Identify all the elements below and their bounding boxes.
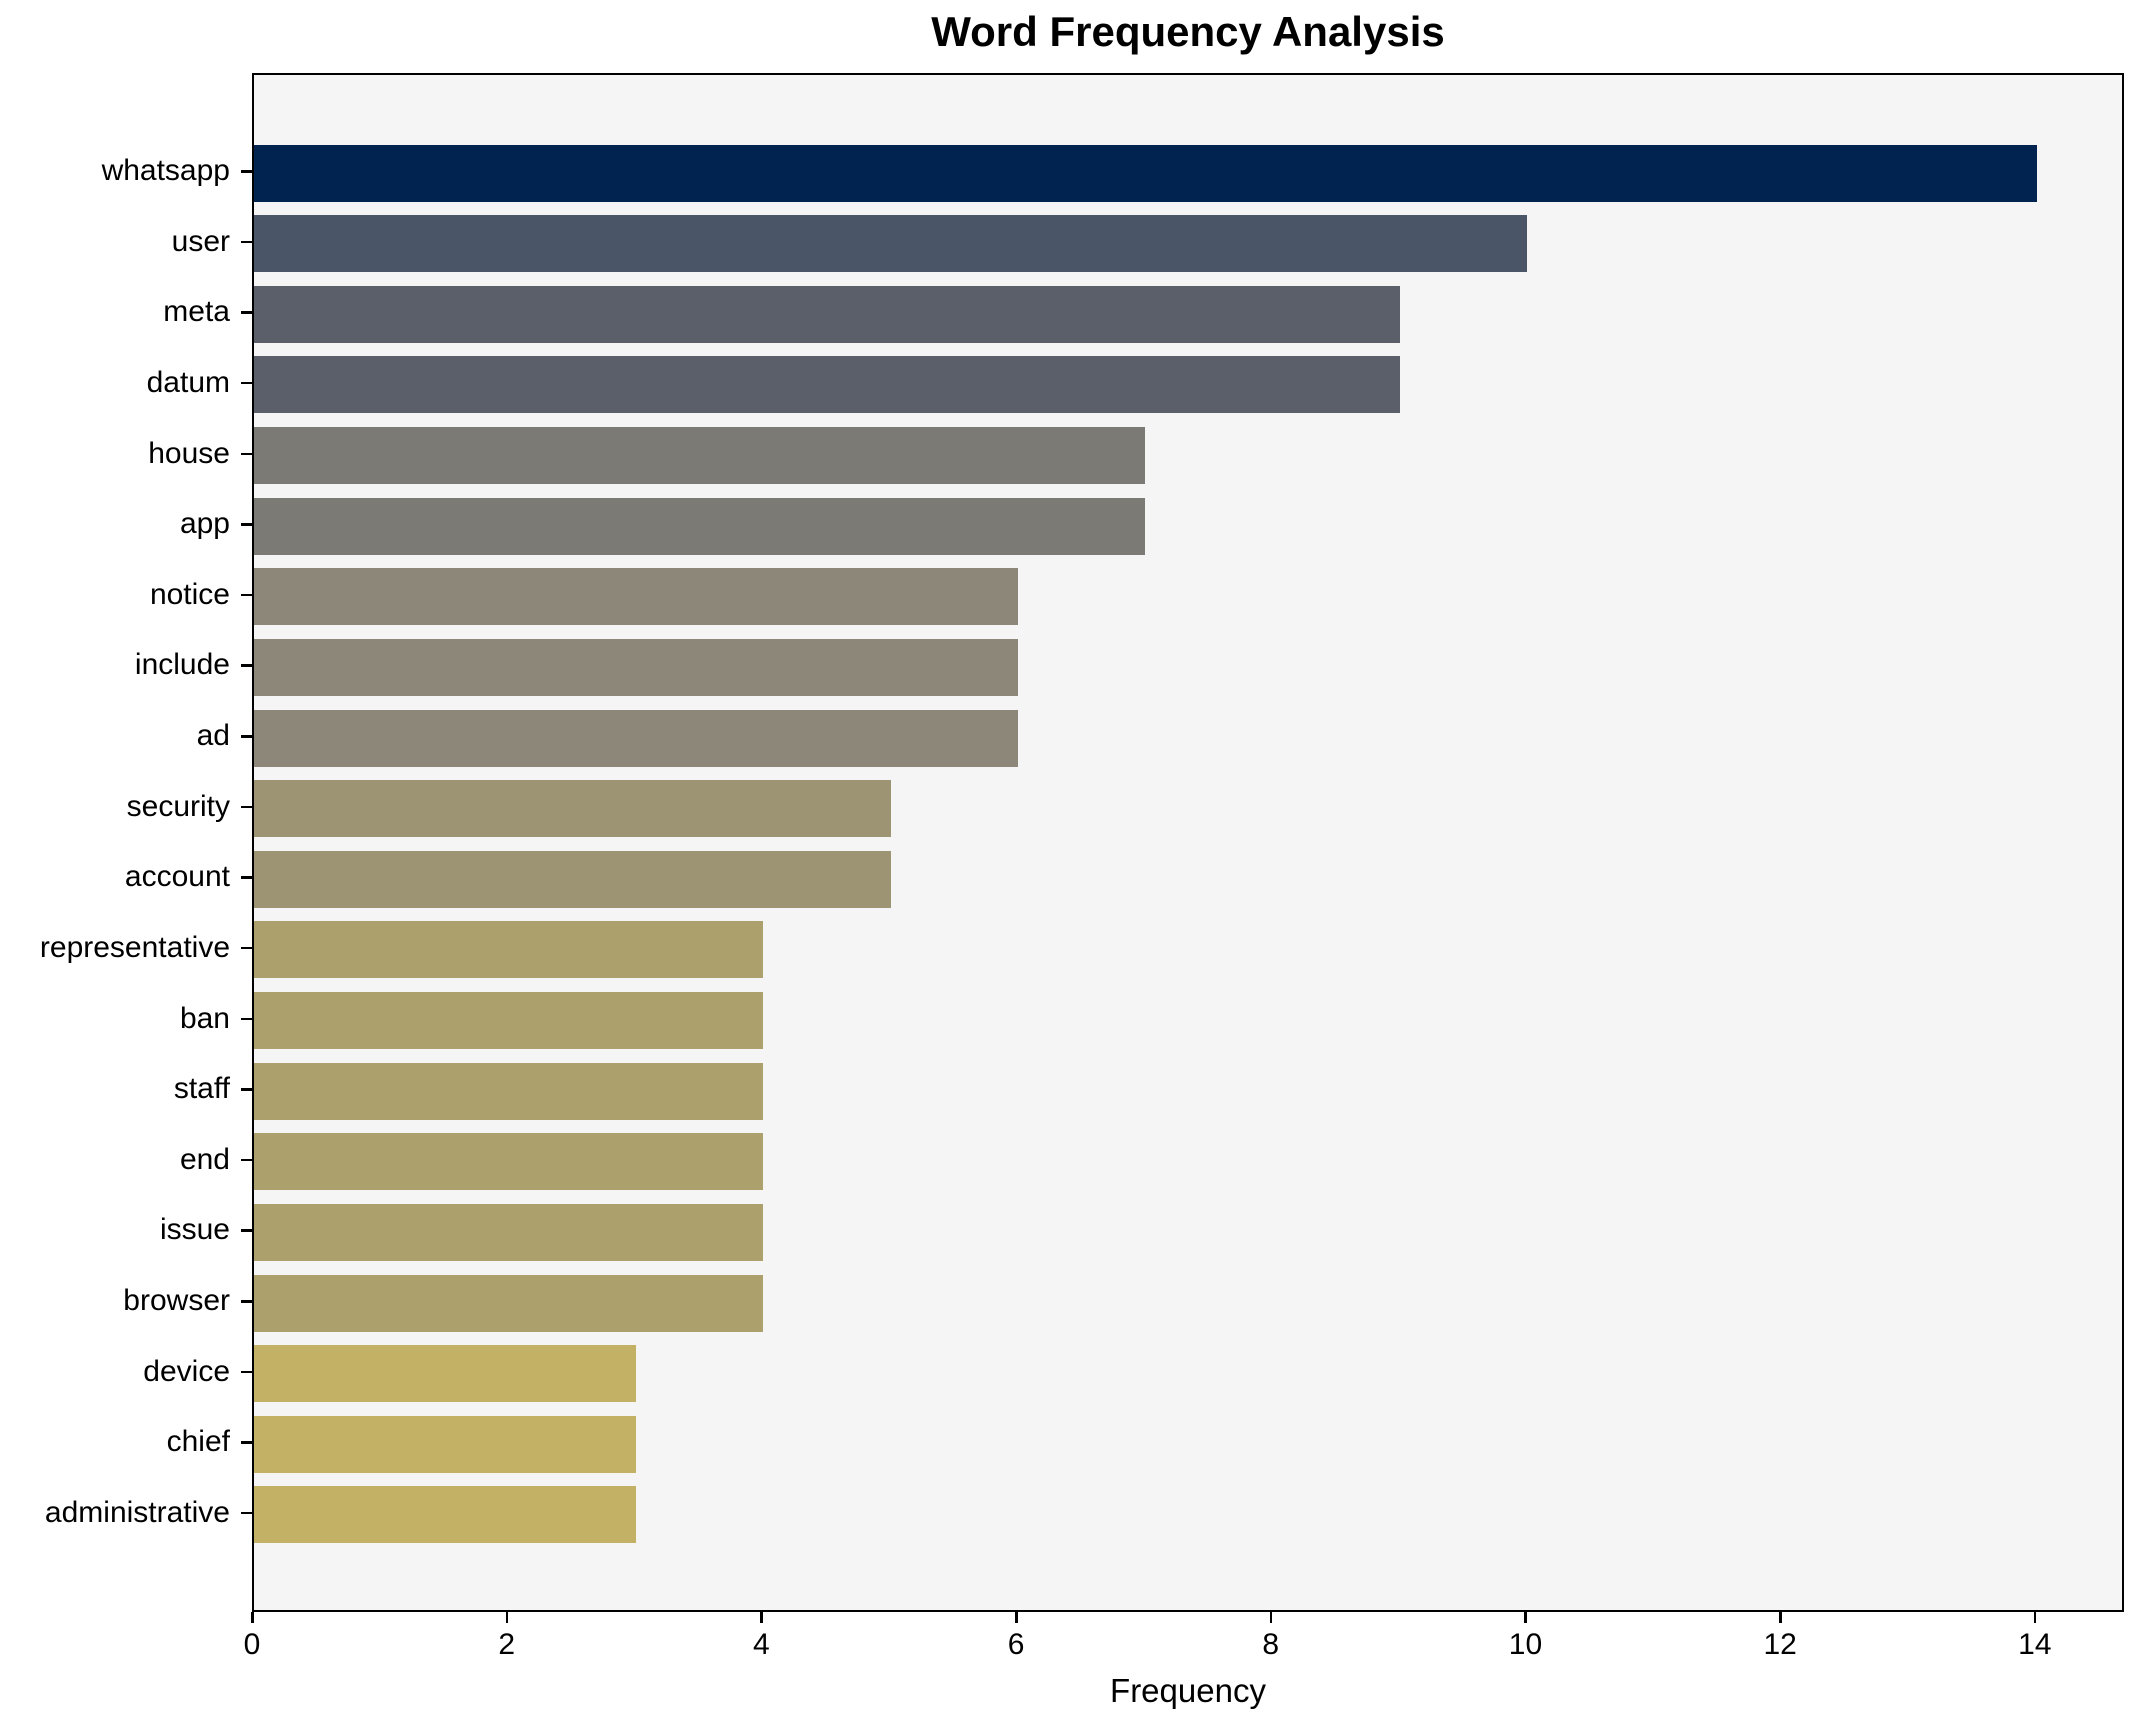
x-tick-6 — [1015, 1612, 1018, 1623]
bar-representative — [254, 921, 764, 979]
y-tick-house — [241, 452, 252, 456]
y-tick-label-account: account — [124, 860, 230, 894]
bar-datum — [254, 356, 1401, 414]
y-tick-whatsapp — [241, 170, 252, 173]
x-tick-label-4: 4 — [753, 1628, 770, 1661]
x-tick-8 — [1269, 1612, 1273, 1623]
bar-app — [254, 497, 1146, 555]
y-tick-label-ad: ad — [196, 719, 230, 753]
x-tick-label-6: 6 — [1007, 1628, 1025, 1661]
x-tick-label-10: 10 — [1508, 1628, 1543, 1661]
bar-staff — [254, 1062, 764, 1120]
y-tick-ban — [241, 1017, 252, 1021]
bar-issue — [254, 1203, 764, 1261]
bar-account — [254, 850, 891, 908]
bar-ban — [254, 992, 764, 1050]
y-tick-label-include: include — [134, 648, 230, 682]
x-tick-0 — [251, 1612, 254, 1623]
y-tick-label-end: end — [179, 1142, 230, 1176]
x-tick-label-8: 8 — [1262, 1628, 1280, 1661]
y-tick-issue — [241, 1229, 252, 1232]
x-tick-2 — [505, 1612, 509, 1623]
y-tick-device — [241, 1370, 252, 1374]
x-tick-label-12: 12 — [1763, 1628, 1797, 1661]
y-tick-label-app: app — [179, 507, 230, 541]
x-tick-10 — [1524, 1612, 1527, 1623]
x-tick-label-2: 2 — [498, 1628, 516, 1661]
y-tick-ad — [241, 735, 252, 738]
bar-whatsapp — [254, 144, 2037, 202]
y-tick-meta — [241, 311, 252, 314]
y-tick-label-datum: datum — [146, 365, 230, 399]
bar-chief — [254, 1415, 637, 1473]
bar-administrative — [254, 1486, 637, 1544]
y-tick-datum — [241, 381, 252, 385]
x-axis-label: Frequency — [1110, 1672, 1266, 1709]
y-tick-label-browser: browser — [123, 1284, 230, 1318]
y-tick-security — [241, 805, 252, 809]
y-tick-label-meta: meta — [163, 295, 230, 329]
y-tick-app — [241, 523, 252, 526]
y-tick-staff — [241, 1088, 252, 1091]
y-tick-label-whatsapp: whatsapp — [101, 154, 230, 187]
chart-title: Word Frequency Analysis — [931, 8, 1445, 55]
x-tick-14 — [2033, 1612, 2037, 1623]
y-tick-chief — [241, 1441, 252, 1444]
y-tick-label-issue: issue — [159, 1213, 230, 1247]
y-tick-include — [241, 664, 252, 667]
x-tick-label-14: 14 — [2018, 1628, 2052, 1661]
y-tick-administrative — [241, 1511, 252, 1515]
y-tick-label-representative: representative — [39, 930, 230, 964]
bar-device — [254, 1345, 637, 1403]
y-tick-label-administrative: administrative — [44, 1495, 230, 1529]
y-tick-notice — [241, 593, 252, 597]
y-tick-label-staff: staff — [173, 1072, 230, 1106]
x-tick-label-0: 0 — [243, 1628, 261, 1661]
bar-browser — [254, 1274, 764, 1332]
y-tick-label-chief: chief — [166, 1425, 230, 1459]
y-tick-label-notice: notice — [149, 577, 230, 611]
bar-end — [254, 1133, 764, 1191]
y-tick-label-user: user — [171, 224, 230, 258]
bar-security — [254, 780, 891, 838]
bar-meta — [254, 285, 1401, 343]
bar-notice — [254, 568, 1019, 626]
plot-area — [252, 73, 2124, 1612]
y-tick-representative — [241, 946, 252, 950]
bar-ad — [254, 709, 1019, 767]
y-tick-label-house: house — [148, 436, 230, 470]
bar-user — [254, 215, 1528, 273]
bar-house — [254, 427, 1146, 485]
bar-include — [254, 638, 1019, 696]
y-tick-account — [241, 876, 252, 879]
y-tick-user — [241, 240, 252, 244]
y-tick-label-security: security — [126, 789, 230, 823]
y-tick-label-ban: ban — [179, 1001, 230, 1035]
y-tick-browser — [241, 1300, 252, 1303]
x-tick-4 — [760, 1612, 763, 1623]
x-tick-12 — [1779, 1612, 1782, 1623]
y-tick-end — [241, 1158, 252, 1162]
y-tick-label-device: device — [143, 1354, 230, 1388]
